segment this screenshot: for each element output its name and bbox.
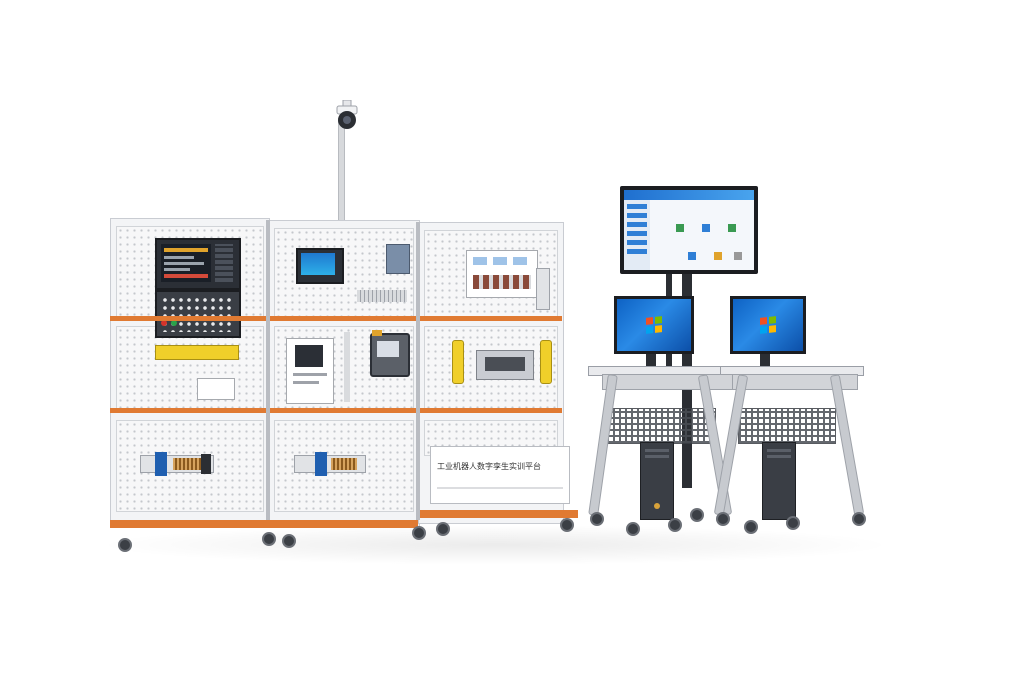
side-controls — [536, 268, 550, 310]
caster — [852, 512, 866, 526]
info-board: 工业机器人数字孪生实训平台 — [430, 446, 570, 504]
caster — [786, 516, 800, 530]
linear-actuator-middle — [294, 452, 366, 476]
caster — [690, 508, 704, 522]
left-monitor — [614, 296, 694, 354]
rack-post-1 — [266, 220, 270, 520]
terminal-strip — [357, 290, 407, 302]
floor-shadow — [95, 525, 895, 565]
caster — [626, 522, 640, 536]
left-monitor-stand — [646, 354, 656, 368]
desk-rail-left — [602, 374, 734, 390]
instruction-card — [286, 338, 334, 404]
pegboard-middle-bot — [274, 420, 414, 512]
camera-icon — [333, 99, 361, 129]
yellow-module — [155, 345, 239, 360]
right-monitor — [730, 296, 806, 354]
caster — [668, 518, 682, 532]
caster — [716, 512, 730, 526]
workpiece-fixture — [476, 350, 534, 380]
cnc-keypad — [155, 290, 241, 338]
big-monitor-screen — [624, 190, 754, 270]
wire-basket-right — [738, 408, 836, 444]
pegboard-left-mid — [116, 326, 264, 410]
cable-duct — [344, 332, 350, 402]
caster — [590, 512, 604, 526]
big-monitor — [620, 186, 758, 274]
pc-tower-right — [762, 442, 796, 520]
hmi-panel — [296, 248, 344, 284]
desk-rail-right — [732, 374, 858, 390]
cnc-display — [155, 238, 241, 290]
safety-light-left — [452, 340, 464, 384]
linear-actuator-left — [140, 452, 214, 476]
right-monitor-stand — [760, 354, 770, 368]
caster — [282, 534, 296, 548]
caster — [744, 520, 758, 534]
orange-base-right — [418, 510, 578, 518]
orange-base-left — [110, 520, 268, 528]
orange-rail-upper — [110, 316, 562, 321]
pc-tower-left — [640, 442, 674, 520]
rack-post-2 — [416, 222, 420, 520]
windows-logo-icon — [760, 316, 776, 334]
caster — [412, 526, 426, 540]
orange-rail-lower — [110, 408, 562, 413]
pegboard-left-bot — [116, 420, 264, 512]
orange-base-middle — [268, 520, 418, 528]
caster — [436, 522, 450, 536]
desk-leg — [588, 373, 618, 517]
caster — [560, 518, 574, 532]
windows-logo-icon — [646, 316, 662, 334]
small-card — [197, 378, 235, 400]
desk-leg — [829, 374, 865, 516]
safety-light-right — [540, 340, 552, 384]
wire-basket-left — [606, 408, 716, 444]
camera-pole — [338, 118, 345, 224]
relay-panel — [466, 250, 538, 298]
plc-unit — [370, 330, 410, 377]
io-module — [386, 244, 410, 274]
caster — [262, 532, 276, 546]
info-board-title: 工业机器人数字孪生实训平台 — [437, 462, 541, 471]
caster — [118, 538, 132, 552]
